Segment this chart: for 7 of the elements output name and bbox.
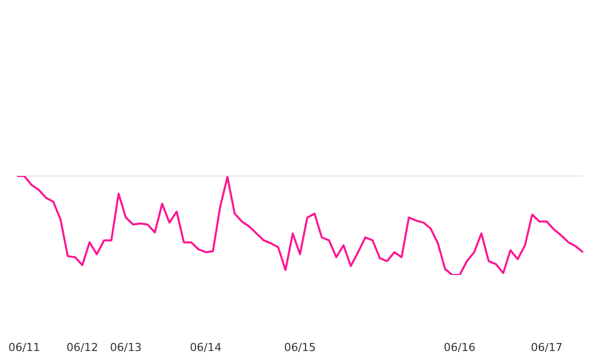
x-tick-label: 06/16 [444, 340, 476, 354]
x-tick-label: 06/17 [530, 340, 563, 354]
x-tick-label: 06/12 [66, 340, 98, 354]
x-tick-label: 06/13 [110, 340, 142, 354]
x-tick-label: 06/15 [284, 340, 316, 354]
x-tick-label: 06/14 [190, 340, 222, 354]
x-tick-label: 06/11 [8, 340, 40, 354]
